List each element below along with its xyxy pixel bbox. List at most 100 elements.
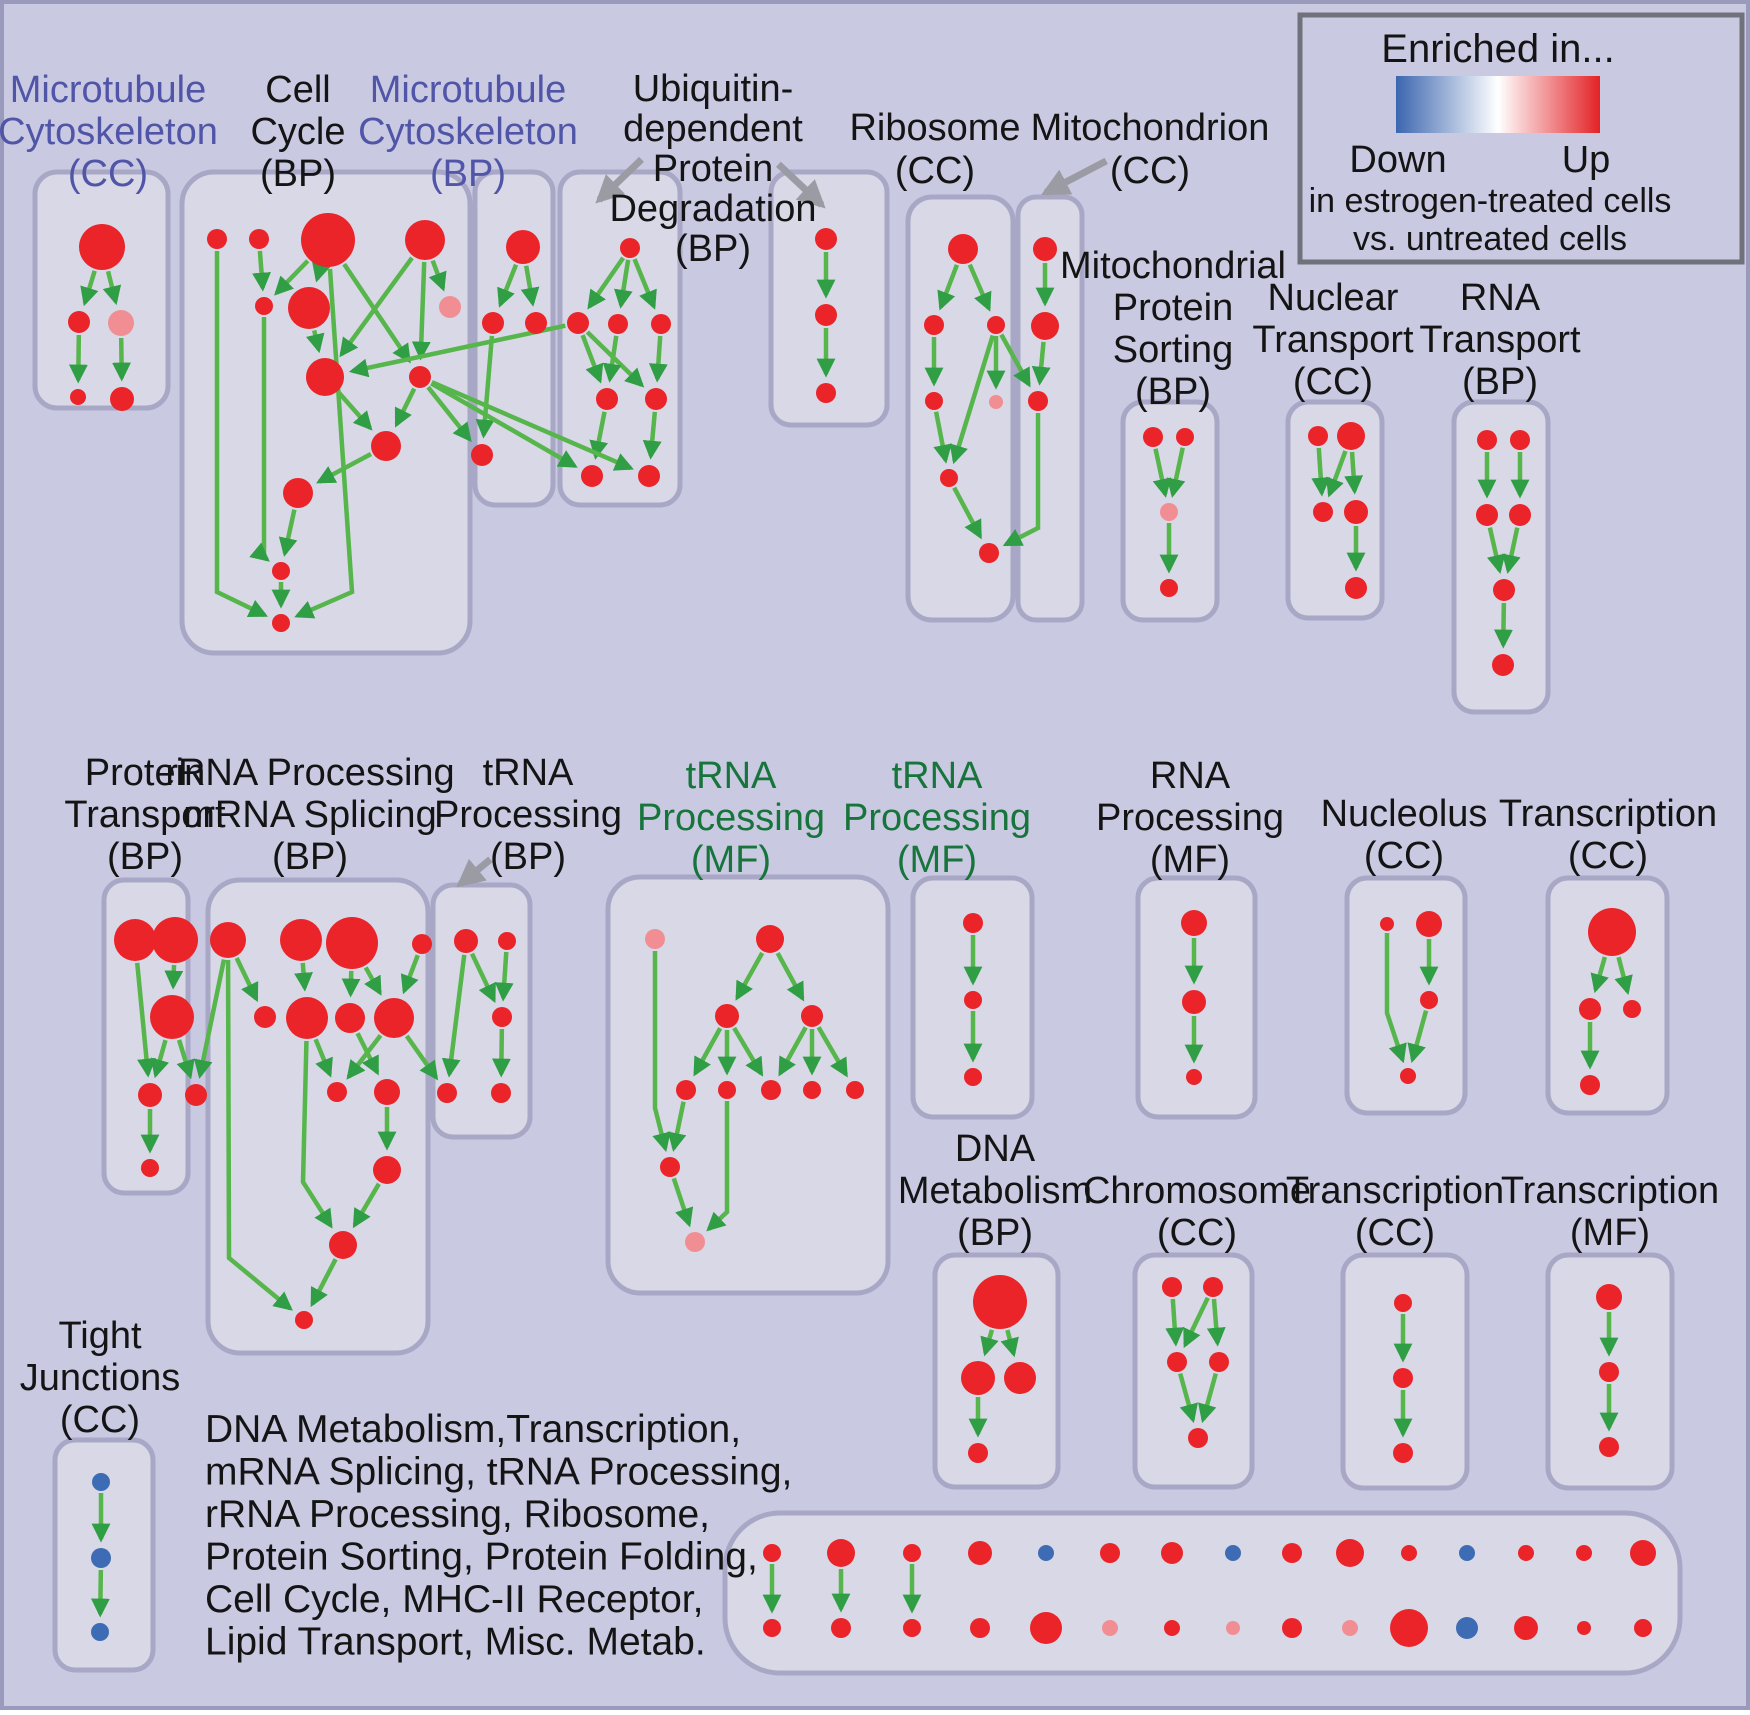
go-term-node-cell-cycle-9 [371, 431, 401, 461]
legend-title: Enriched in... [1381, 27, 1614, 71]
go-term-node-protein-transport-1 [152, 917, 198, 963]
cluster-box-chromosome [1132, 1252, 1255, 1490]
go-term-node-chromosome-0 [1162, 1277, 1182, 1297]
edge-nuclear-transport-1 [1326, 450, 1348, 498]
layer-edges [68, 156, 1633, 1618]
go-term-node-nuclear-transport-1 [1337, 422, 1365, 450]
go-term-node-mitochondrion-0 [1033, 237, 1057, 261]
cluster-microtubule-cc-label-line: Cytoskeleton [0, 111, 218, 153]
go-term-node-dna-metabolism-1 [961, 1361, 995, 1395]
cluster-box-mitochondrion [1015, 194, 1085, 623]
strip-node-bottom-5 [1102, 1620, 1118, 1636]
go-term-node-trna-mf-2-0 [963, 913, 983, 933]
cluster-rna-transport-label-line: RNA [1460, 277, 1541, 319]
go-term-node-mito-protein-sorting-3 [1160, 579, 1178, 597]
go-term-node-ubiquitin-degradation-2 [608, 314, 628, 334]
cluster-ubiquitin-degradation-label-line: dependent [623, 108, 803, 150]
edge-trna-bp-0 [469, 952, 496, 1004]
go-term-node-trna-bp-3 [437, 1083, 457, 1103]
go-term-node-cell-cycle-8 [409, 366, 431, 388]
go-term-node-protein-transport-3 [138, 1083, 162, 1107]
edge-trna-mf-1-7 [816, 1026, 848, 1078]
go-term-node-trna-mf-1-10 [685, 1232, 705, 1252]
cross-edge-3 [348, 323, 566, 378]
go-term-node-microtubule-cc-0 [79, 224, 125, 270]
cluster-microtubule-bp-label-line: Microtubule [370, 69, 566, 111]
edge-cell-cycle-3 [312, 261, 331, 283]
go-term-node-rna-processing-mf-2 [1186, 1069, 1202, 1085]
strip-node-top-11 [1459, 1545, 1475, 1561]
go-term-node-trna-mf-2-1 [964, 991, 982, 1009]
go-term-node-mitochondrion-2 [1028, 391, 1048, 411]
edge-ubiquitin-degradation-2 [632, 258, 657, 310]
legend-subtitle-line2: vs. untreated cells [1353, 220, 1627, 258]
go-term-node-dna-metabolism-3 [968, 1443, 988, 1463]
cluster-tight-junctions-label-line: Junctions [20, 1357, 181, 1399]
edge-mito-protein-sorting-0 [1152, 448, 1172, 498]
go-term-node-cell-cycle-3 [405, 220, 445, 260]
go-term-node-protein-transport-4 [185, 1084, 207, 1106]
cluster-rna-processing-mf-label-line: Processing [1096, 797, 1284, 839]
cluster-box-nuclear-transport [1285, 399, 1385, 621]
go-term-node-rrna-mrna-8 [327, 1082, 347, 1102]
cluster-microtubule-bp-label-line: (BP) [430, 153, 506, 195]
cluster-rna-processing-mf-label-line: (MF) [1150, 839, 1230, 881]
cluster-rna-transport-label-line: Transport [1419, 319, 1581, 361]
cluster-tight-junctions-label-line: (CC) [60, 1399, 140, 1441]
go-term-node-ubiquitin-degradation-2-1 [815, 304, 837, 326]
strip-node-top-4 [1038, 1545, 1054, 1561]
go-term-node-rrna-mrna-2 [326, 917, 378, 969]
go-term-node-protein-transport-5 [141, 1159, 159, 1177]
go-term-node-transcription-cc-lower-2 [1393, 1443, 1413, 1463]
strip-node-top-9 [1336, 1539, 1364, 1567]
edge-microtubule-cc-3 [112, 337, 131, 382]
strip-node-top-0 [763, 1544, 781, 1562]
go-term-node-nucleolus-1 [1416, 911, 1442, 937]
edge-ribosome-4 [933, 411, 952, 464]
go-term-node-trna-mf-1-1 [756, 925, 784, 953]
cluster-dna-metabolism-label-line: (BP) [957, 1212, 1033, 1254]
strip-node-top-3 [968, 1541, 992, 1565]
cluster-rna-processing-mf-label-line: RNA [1150, 755, 1231, 797]
edge-ubiquitin-degradation-7 [589, 411, 609, 460]
cluster-nuclear-transport-label-line: Transport [1252, 319, 1414, 361]
edge-microtubule-bp-2 [475, 335, 495, 439]
edge-rrna-mrna-5 [313, 1038, 333, 1078]
cluster-nuclear-transport-label-line: Nuclear [1268, 277, 1399, 319]
cluster-rrna-mrna-label-line: rRNA Processing [165, 752, 454, 794]
go-term-node-rrna-mrna-7 [374, 998, 414, 1038]
edge-rrna-mrna-7 [355, 1032, 380, 1076]
cluster-transcription-cc-lower-label-line: (CC) [1355, 1212, 1435, 1254]
go-term-node-cell-cycle-6 [439, 296, 461, 318]
go-term-node-ubiquitin-degradation-2-0 [815, 228, 837, 250]
edge-ubiquitin-degradation-1 [614, 259, 633, 309]
go-term-node-trna-mf-1-3 [801, 1005, 823, 1027]
edge-microtubule-cc-1 [102, 270, 122, 306]
strip-node-top-10 [1401, 1545, 1417, 1561]
merged-clusters-note-line: DNA Metabolism,Transcription, [205, 1408, 741, 1451]
edge-trna-mf-1-11 [706, 1101, 730, 1232]
cluster-protein-transport-label-line: (BP) [107, 836, 183, 878]
strip-node-bottom-10 [1390, 1609, 1428, 1647]
edge-trna-mf-1-1 [775, 951, 805, 1002]
go-term-node-rna-transport-0 [1477, 430, 1497, 450]
go-term-node-trna-mf-1-5 [718, 1081, 736, 1099]
edge-mito-protein-sorting-1 [1166, 447, 1186, 498]
go-term-node-transcription-cc-upper-2 [1623, 1000, 1641, 1018]
cluster-mitochondrion-label-line: Mitochondrion [1031, 107, 1270, 149]
cluster-nucleolus-label-line: Nucleolus [1321, 793, 1488, 835]
cluster-trna-mf-2-label-line: (MF) [897, 839, 977, 881]
strip-node-bottom-12 [1514, 1616, 1538, 1640]
edge-microtubule-cc-2 [68, 334, 88, 384]
legend-box [1297, 12, 1745, 265]
edge-cell-cycle-10 [337, 391, 373, 431]
edge-rna-transport-2 [1486, 527, 1506, 574]
cluster-rna-transport-label-line: (BP) [1462, 361, 1538, 403]
go-term-node-ubiquitin-degradation-2-2 [816, 383, 836, 403]
edge-trna-bp-3 [492, 1028, 511, 1078]
go-term-node-ribosome-4 [989, 395, 1003, 409]
edge-trna-mf-1-2 [693, 1027, 723, 1077]
cluster-rrna-mrna-label-line: mRNA Splicing [183, 794, 436, 836]
edge-ribosome-0 [937, 264, 960, 311]
go-term-node-mito-protein-sorting-1 [1176, 428, 1194, 446]
